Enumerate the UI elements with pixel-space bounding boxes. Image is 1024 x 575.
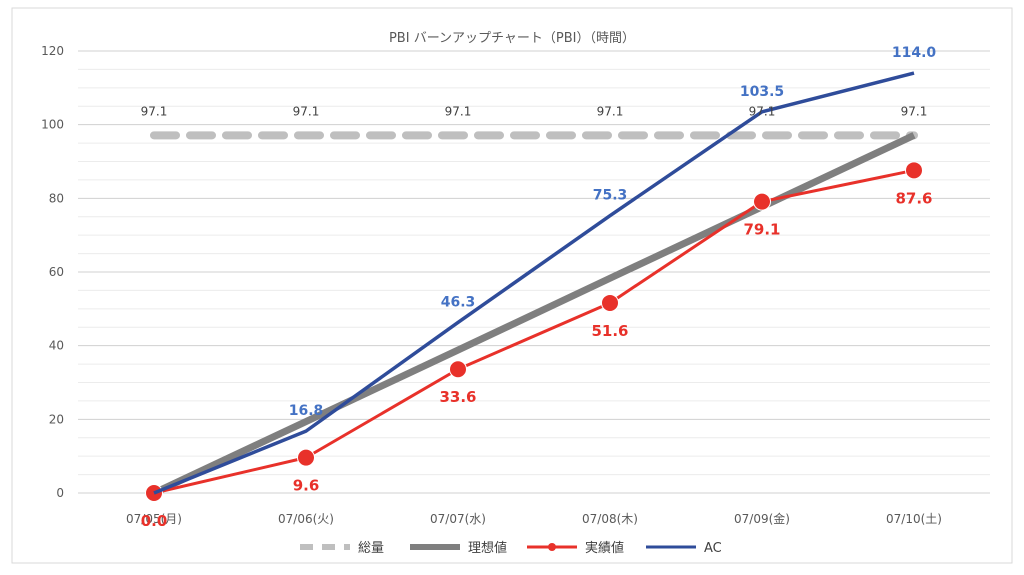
x-tick-label: 07/07(水) <box>430 512 486 526</box>
actual-data-label: 51.6 <box>591 322 628 340</box>
actual-point <box>601 293 619 312</box>
ac-data-label: 114.0 <box>892 45 937 61</box>
x-tick-label: 07/06(火) <box>278 512 334 526</box>
actual-data-label: 33.6 <box>439 388 476 406</box>
actual-point <box>905 161 923 180</box>
x-axis-ticks: 07/05(月) 07/06(火) 07/07(水) 07/08(木) 07/09(金)… <box>126 511 942 526</box>
total-data-label: 97.1 <box>901 104 928 118</box>
series-line-ideal <box>152 132 916 497</box>
actual-point <box>449 360 467 379</box>
actual-point <box>753 192 771 211</box>
legend-label: 実績値 <box>585 540 624 556</box>
x-tick-label: 07/08(木) <box>582 512 638 526</box>
ac-data-label: 103.5 <box>740 84 784 100</box>
legend-label: AC <box>704 541 722 556</box>
actual-data-label: 0.0 <box>141 512 168 530</box>
ac-data-label: 46.3 <box>441 294 476 310</box>
y-tick-label: 120 <box>41 44 64 58</box>
y-tick-label: 20 <box>49 412 64 426</box>
data-labels: 97.1 97.1 97.1 97.1 97.1 97.1 0.0 9.6 33.6 51.6 79… <box>141 45 937 530</box>
chart-title: PBI バーンアップチャート（PBI）（時間） <box>389 31 635 46</box>
actual-data-label: 87.6 <box>895 189 932 207</box>
series-line-ac <box>153 71 915 495</box>
series-lines <box>145 71 923 502</box>
legend-label: 総量 <box>358 541 384 556</box>
x-tick-label: 07/05(月) <box>126 512 182 526</box>
y-tick-label: 100 <box>41 118 64 132</box>
actual-data-label: 9.6 <box>293 477 320 495</box>
legend-label: 理想値 <box>468 540 507 556</box>
total-data-label: 97.1 <box>293 104 320 118</box>
y-tick-label: 80 <box>49 191 64 205</box>
total-data-label: 97.1 <box>749 104 776 118</box>
total-data-label: 97.1 <box>445 104 472 118</box>
x-tick-label: 07/09(金) <box>734 511 790 526</box>
grid-lines <box>78 50 990 494</box>
y-axis-ticks: 0 20 40 60 80 100 120 <box>41 44 64 500</box>
actual-point <box>297 448 315 467</box>
series-line-actual <box>153 168 915 495</box>
actual-data-label: 79.1 <box>743 221 780 239</box>
y-tick-label: 40 <box>49 339 64 353</box>
ac-data-label: 75.3 <box>593 188 628 204</box>
x-tick-label: 07/10(土) <box>886 512 942 526</box>
total-data-label: 97.1 <box>141 104 168 118</box>
legend: 総量 理想値 実績値 AC <box>300 540 722 556</box>
y-tick-label: 60 <box>49 265 64 279</box>
y-tick-label: 0 <box>56 486 64 500</box>
legend-marker-actual <box>548 543 556 551</box>
ac-data-label: 16.8 <box>289 403 324 419</box>
total-data-label: 97.1 <box>597 104 624 118</box>
